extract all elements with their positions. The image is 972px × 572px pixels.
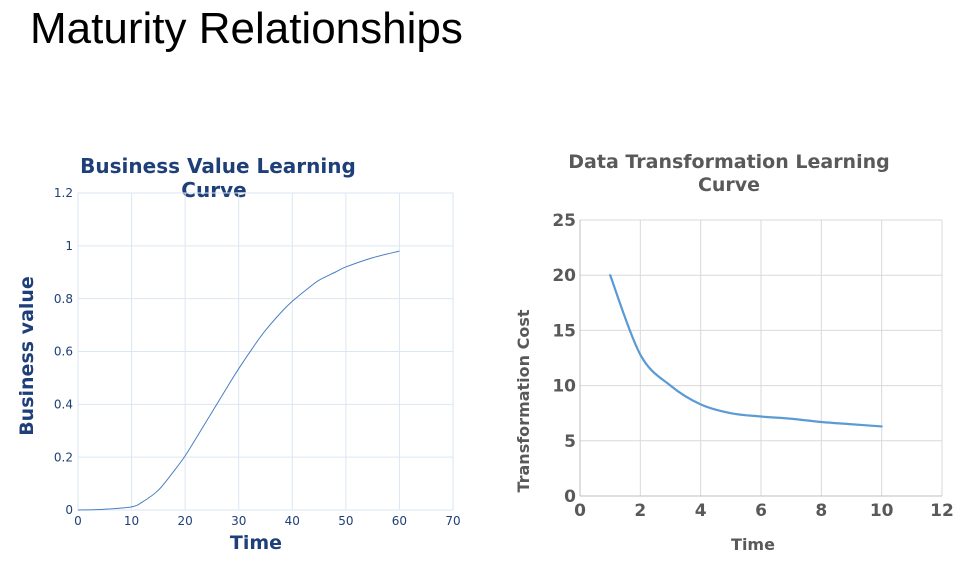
chart1-title: Business Value Learning Curve (80, 154, 356, 202)
chart2-x-tick-label: 10 (870, 501, 894, 521)
chart2-x-tick-label: 12 (930, 501, 954, 521)
chart1-series-line (77, 250, 400, 511)
chart1-title-line1: Business Value Learning (80, 154, 356, 178)
chart2-x-tick-label: 8 (815, 501, 827, 521)
chart1-y-tick-label: 0.2 (54, 450, 73, 464)
chart2-y-tick-label: 0 (564, 487, 576, 507)
chart2-title: Data Transformation Learning Curve (568, 151, 889, 196)
chart1-y-tick-label: 1.2 (54, 186, 73, 200)
chart2-x-tick-label: 0 (574, 501, 586, 521)
chart2-y-tick-label: 20 (552, 266, 576, 286)
chart1-x-tick-label: 60 (392, 514, 407, 528)
chart2-x-tick-labels: 0 2 4 6 8 10 12 (574, 501, 954, 521)
slide-title: Maturity Relationships (30, 4, 463, 53)
chart2-y-tick-labels: 0 5 10 15 20 25 (552, 211, 576, 507)
chart2-y-axis-label: Transformation Cost (514, 309, 533, 492)
chart2-series-line (609, 274, 883, 428)
chart1-y-tick-label: 1 (65, 239, 73, 253)
chart1-y-tick-label: 0 (65, 503, 73, 517)
chart1-x-tick-label: 10 (124, 514, 139, 528)
chart1-y-tick-label: 0.6 (54, 345, 73, 359)
chart1-x-tick-label: 0 (74, 514, 82, 528)
chart1-x-tick-labels: 0 10 20 30 40 50 60 70 (74, 514, 460, 528)
chart2-y-tick-label: 5 (564, 432, 576, 452)
chart2-y-tick-label: 10 (552, 377, 576, 397)
chart1-plot-frame (77, 192, 454, 511)
chart2-x-axis-label: Time (731, 535, 775, 554)
chart1-y-axis-label: Business value (16, 276, 38, 436)
chart2-title-line1: Data Transformation Learning (568, 151, 889, 173)
chart1-y-tick-label: 0.4 (54, 398, 73, 412)
chart1-x-tick-label: 30 (231, 514, 246, 528)
chart2-x-tick-label: 6 (755, 501, 767, 521)
chart1-x-tick-label: 70 (445, 514, 460, 528)
chart1-x-tick-label: 20 (178, 514, 193, 528)
chart1-y-tick-labels: 0 0.2 0.4 0.6 0.8 1 1.2 (54, 186, 73, 517)
chart2-x-tick-label: 2 (634, 501, 646, 521)
chart2-y-tick-label: 15 (552, 321, 576, 341)
chart2-title-line2: Curve (698, 174, 760, 196)
chart2-x-tick-label: 4 (695, 501, 707, 521)
chart1-y-tick-label: 0.8 (54, 292, 73, 306)
chart1-x-tick-label: 40 (285, 514, 300, 528)
chart2-gridlines (579, 219, 943, 497)
chart2-y-tick-label: 25 (552, 211, 576, 231)
chart1-x-axis-label: Time (230, 532, 282, 554)
chart1-title-line2: Curve (181, 178, 246, 202)
chart1-x-tick-label: 50 (338, 514, 353, 528)
